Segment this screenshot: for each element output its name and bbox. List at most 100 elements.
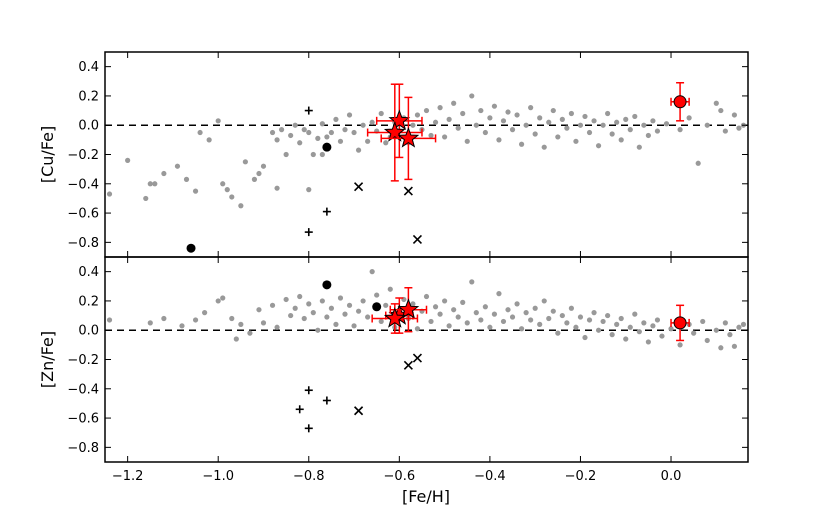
top-field-star-point [288,132,294,139]
top-field-star-point [532,131,538,137]
bottom-field-star-point [473,310,479,316]
top-field-star-point [360,122,366,128]
top-field-star-point [546,119,552,125]
x-tick-label: −0.8 [293,469,325,484]
bottom-field-star-point [442,298,448,304]
top-field-star-point [220,181,226,187]
bottom-field-star-point [718,345,724,351]
bottom-filled-circle-point [372,302,382,312]
top-plus-point [322,207,331,216]
top-y-tick-label: 0.2 [78,89,99,104]
top-field-star-point [346,112,353,118]
top-axis-ticks: 0.4 0.2 0.0 −0.2 −0.4 −0.6 −0.8 [67,52,748,257]
bottom-field-star-point [478,317,484,323]
top-y-tick-label: −0.2 [67,148,99,163]
bottom-cluster-star [389,287,428,333]
top-field-star-point [731,112,738,118]
top-field-star-point [437,105,443,111]
top-y-tick-label: 0.0 [78,119,99,134]
top-field-star-point [342,127,348,133]
bottom-field-star-point [337,295,344,301]
top-field-star-point [469,93,475,99]
top-field-star-point [605,110,611,117]
top-field-star-point [645,132,651,139]
bottom-field-star-point [627,324,633,330]
top-field-star-point [487,115,493,121]
top-field-star-point [595,143,602,149]
bottom-field-star-point [333,321,339,327]
top-field-star-point [550,107,556,114]
top-field-star-point [491,103,498,109]
top-field-star-point [618,137,624,143]
top-field-star-point [464,138,470,144]
bottom-field-star-point [564,320,570,326]
bottom-field-star-point [220,295,226,301]
top-field-star-point [183,176,190,182]
top-cross-point [412,234,423,244]
top-plus-point [304,106,313,115]
bottom-field-star-point [509,314,516,320]
bottom-field-star-point [496,291,502,297]
top-field-star-point [455,125,461,131]
bottom-field-star-point [383,302,389,308]
bottom-field-star-point [650,323,656,329]
top-field-star-point [278,127,285,133]
bottom-y-tick-label: −0.8 [67,441,99,456]
top-field-star-point [736,125,742,131]
top-field-star-point [505,109,511,115]
top-field-star-point [500,118,507,124]
bottom-field-star-point [645,339,651,345]
bottom-field-star-point [700,318,706,325]
bottom-field-star-point [256,307,262,313]
bottom-plus-point [295,405,304,414]
top-field-star-point [641,122,647,128]
bottom-field-star-point [704,337,710,344]
top-field-star-point [274,185,280,191]
top-field-star-point [428,132,434,139]
top-field-star-point [333,116,339,122]
top-field-star-point [695,160,701,166]
bottom-cross-point [354,406,364,416]
bottom-y-tick-label: −0.2 [67,353,99,368]
top-panel: 0.4 0.2 0.0 −0.2 −0.4 −0.6 −0.8 [Cu/Fe] [38,51,749,258]
top-field-star-point [106,191,113,197]
bottom-y-tick-label: 0.0 [78,324,99,339]
bottom-field-star-point [591,310,597,316]
bottom-plus-point [304,424,313,433]
bottom-field-star-point [233,336,239,342]
top-field-star-point [582,113,588,120]
bottom-field-star-point [641,320,647,326]
top-field-star-point [192,188,199,194]
top-field-star-point [623,116,629,122]
x-axis-label: [Fe/H] [402,487,450,506]
bottom-field-star-point [727,332,733,338]
bottom-field-star-point [518,326,525,332]
top-field-star-point [686,115,692,121]
bottom-field-star-point [292,305,298,311]
top-cluster-star [366,83,423,182]
top-field-star-point [509,127,516,133]
bottom-field-star-point [274,324,280,330]
top-field-star-point [600,122,606,128]
bottom-field-star-point [541,298,547,304]
bottom-field-star-point [618,315,624,322]
top-field-star-point [591,118,597,124]
top-field-star-point [215,118,221,124]
bottom-field-star-point [614,321,620,327]
bottom-field-star-point [342,311,348,317]
top-field-star-point [460,110,466,117]
bottom-field-star-point [432,304,439,310]
top-field-star-point [559,116,565,122]
top-field-star-point [206,137,212,143]
top-field-star-point [292,122,298,128]
top-field-star-point [369,119,375,125]
bottom-cross-point [403,360,413,370]
top-field-star-point [260,163,267,169]
top-field-star-point [297,140,303,146]
bottom-field-star-point [691,330,697,336]
top-field-star-point [541,144,547,150]
bottom-field-star-point [537,321,543,327]
bottom-field-star-point [410,301,416,307]
bottom-field-star-point [482,304,488,310]
top-cluster-star [375,83,423,159]
